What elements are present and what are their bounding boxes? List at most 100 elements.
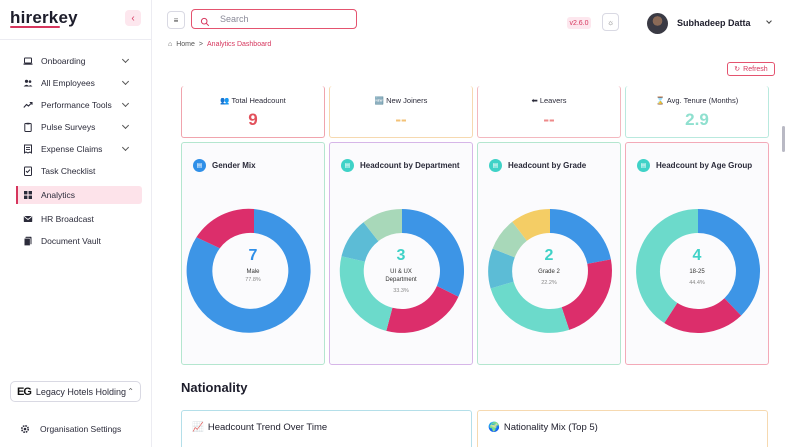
sidebar-item-label: Performance Tools (41, 100, 112, 110)
stat-card-total-headcount: 👥 Total Headcount 9 (181, 86, 325, 138)
sidebar-item-pulse-surveys[interactable]: Pulse Surveys (16, 118, 142, 136)
chart-center-percent: 33.3% (393, 288, 409, 294)
sidebar-item-label: Expense Claims (41, 144, 103, 154)
search-box[interactable] (191, 9, 357, 29)
chart-center-label: Male 77.8% (182, 268, 324, 284)
user-name[interactable]: Subhadeep Datta (677, 18, 751, 28)
donut-segment-2 (386, 286, 459, 333)
donut-chart[interactable] (330, 201, 474, 341)
chart-center-value: 7 (248, 247, 258, 264)
donut-segment-male (186, 209, 311, 333)
donut-segment-2 (561, 259, 612, 330)
mail-icon (23, 214, 33, 224)
sidebar-item-analytics[interactable]: Analytics (16, 186, 142, 204)
people-icon: 👥 (220, 96, 230, 105)
stat-value: -- (395, 110, 407, 129)
donut-segment-1 (402, 209, 465, 297)
search-input[interactable] (220, 14, 350, 24)
card-title: 🌍 Nationality Mix (Top 5) (488, 422, 598, 433)
chart-center-label: 18-25 44.4% (626, 268, 768, 287)
new-icon: 🆕 (374, 96, 384, 105)
donut-chart[interactable] (626, 201, 770, 341)
sun-icon: ☼ (606, 17, 615, 27)
stat-label: 🆕 New Joiners (374, 96, 428, 105)
chart-icon: ▤ (489, 159, 502, 172)
chevron-down-icon (121, 121, 130, 130)
document-icon (23, 236, 33, 246)
chart-icon: ▤ (193, 159, 206, 172)
home-icon: ⌂ (168, 41, 173, 48)
users-icon (23, 78, 33, 88)
chart-center-value: 4 (692, 247, 702, 264)
section-title-nationality: Nationality (181, 380, 248, 395)
donut-chart[interactable] (182, 201, 326, 341)
sidebar-item-document-vault[interactable]: Document Vault (16, 232, 142, 250)
avatar[interactable] (647, 13, 668, 34)
breadcrumb-home[interactable]: Home (176, 41, 195, 48)
chart-center-value: 3 (396, 247, 406, 264)
sidebar-item-all-employees[interactable]: All Employees (16, 74, 142, 92)
sidebar-item-performance-tools[interactable]: Performance Tools (16, 96, 142, 114)
scrollbar[interactable] (782, 126, 785, 152)
org-settings-label: Organisation Settings (40, 424, 122, 434)
chart-card-gender-mix: ▤ Gender Mix 7 Male 77.8% (181, 142, 325, 365)
breadcrumb-separator: > (198, 41, 204, 48)
chevron-updown-icon: ⌃ (127, 387, 134, 396)
stat-card-leavers: ⬅ Leavers -- (477, 86, 621, 138)
donut-segment-6 (512, 209, 550, 241)
chart-card-headcount-by-department: ▤ Headcount by Department 3 UI & UX Depa… (329, 142, 473, 365)
app-logo[interactable]: hirerkey (10, 8, 78, 27)
chevron-down-icon (121, 55, 130, 64)
gear-icon (20, 424, 30, 434)
chart-center-value: 2 (544, 247, 554, 264)
chart-icon: 📈 (192, 422, 204, 433)
org-name: Legacy Hotels Holding (35, 386, 126, 397)
theme-toggle-button[interactable]: ☼ (602, 13, 619, 31)
sidebar-item-expense-claims[interactable]: Expense Claims (16, 140, 142, 158)
donut-chart[interactable] (478, 201, 622, 341)
stat-label: ⌛ Avg. Tenure (Months) (655, 96, 739, 105)
donut-segment-1 (698, 208, 761, 316)
receipt-icon (23, 144, 33, 154)
donut-segment-3 (339, 256, 393, 331)
stat-label: 👥 Total Headcount (220, 96, 286, 105)
version-badge: v2.6.0 (567, 17, 591, 29)
sidebar-item-onboarding[interactable]: Onboarding (16, 52, 142, 70)
donut-segment-5 (492, 221, 527, 258)
menu-toggle-button[interactable]: ≡ (167, 11, 185, 29)
chart-center-percent: 77.8% (245, 277, 261, 283)
sidebar-item-label: All Employees (41, 78, 95, 88)
chart-center-label: Grade 2 22.2% (478, 268, 620, 287)
grid-icon (23, 190, 33, 200)
organisation-select[interactable]: EG Legacy Hotels Holding ⌃ (10, 381, 141, 402)
refresh-button[interactable]: ↻ Refresh (727, 62, 775, 76)
sidebar-item-task-checklist[interactable]: Task Checklist (16, 162, 142, 180)
chart-center-label: UI & UX Department 33.3% (330, 268, 472, 295)
donut-segment-female (196, 208, 254, 249)
donut-segment-1 (550, 209, 611, 264)
collapse-sidebar-button[interactable]: ‹ (125, 10, 141, 26)
logo-underline (10, 26, 60, 28)
clipboard-icon (23, 122, 33, 132)
chart-card-headcount-by-age-group: ▤ Headcount by Age Group 4 18-25 44.4% (625, 142, 769, 365)
sidebar-item-label: Analytics (41, 190, 76, 200)
chevron-down-icon (121, 143, 130, 152)
chevron-down-icon[interactable] (766, 18, 772, 24)
chevron-down-icon (121, 99, 130, 108)
globe-icon: 🌍 (488, 422, 500, 433)
organisation-settings-link[interactable]: Organisation Settings (20, 424, 121, 434)
sidebar-item-label: HR Broadcast (41, 214, 94, 224)
chart-title: Headcount by Department (360, 161, 460, 170)
sidebar-item-hr-broadcast[interactable]: HR Broadcast (16, 210, 142, 228)
chart-center-percent: 22.2% (541, 280, 557, 286)
card-title: 📈 Headcount Trend Over Time (192, 422, 328, 433)
search-icon (200, 14, 210, 27)
trend-icon (23, 100, 33, 110)
stat-card-new-joiners: 🆕 New Joiners -- (329, 86, 473, 138)
org-logo: EG (17, 385, 32, 398)
card-nationality-mix: 🌍 Nationality Mix (Top 5) (477, 410, 768, 447)
sidebar-item-label: Task Checklist (41, 166, 96, 176)
checklist-icon (23, 166, 33, 176)
sidebar-item-label: Document Vault (41, 236, 101, 246)
breadcrumb: ⌂ Home > Analytics Dashboard (168, 41, 271, 48)
